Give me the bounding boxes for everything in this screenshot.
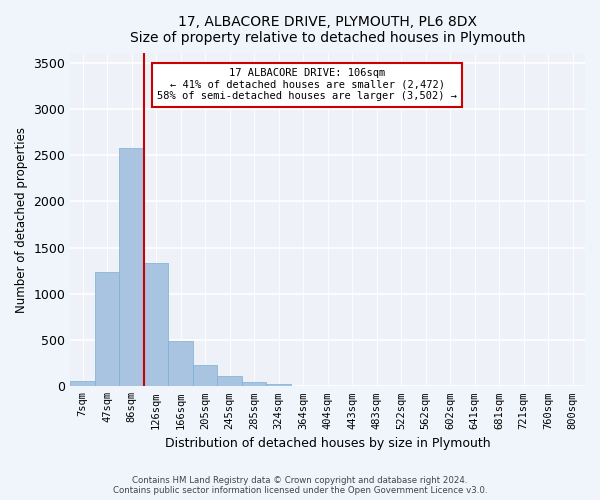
Y-axis label: Number of detached properties: Number of detached properties: [15, 127, 28, 313]
Bar: [266, 384, 291, 386]
Bar: [169, 341, 193, 386]
Text: 17 ALBACORE DRIVE: 106sqm
← 41% of detached houses are smaller (2,472)
58% of se: 17 ALBACORE DRIVE: 106sqm ← 41% of detac…: [157, 68, 457, 102]
Bar: [95, 272, 119, 386]
Bar: [242, 382, 266, 386]
Title: 17, ALBACORE DRIVE, PLYMOUTH, PL6 8DX
Size of property relative to detached hous: 17, ALBACORE DRIVE, PLYMOUTH, PL6 8DX Si…: [130, 15, 526, 45]
Bar: [119, 148, 144, 386]
X-axis label: Distribution of detached houses by size in Plymouth: Distribution of detached houses by size …: [165, 437, 490, 450]
Bar: [193, 366, 217, 386]
Bar: [217, 376, 242, 386]
Bar: [144, 264, 169, 386]
Text: Contains HM Land Registry data © Crown copyright and database right 2024.
Contai: Contains HM Land Registry data © Crown c…: [113, 476, 487, 495]
Bar: [70, 381, 95, 386]
